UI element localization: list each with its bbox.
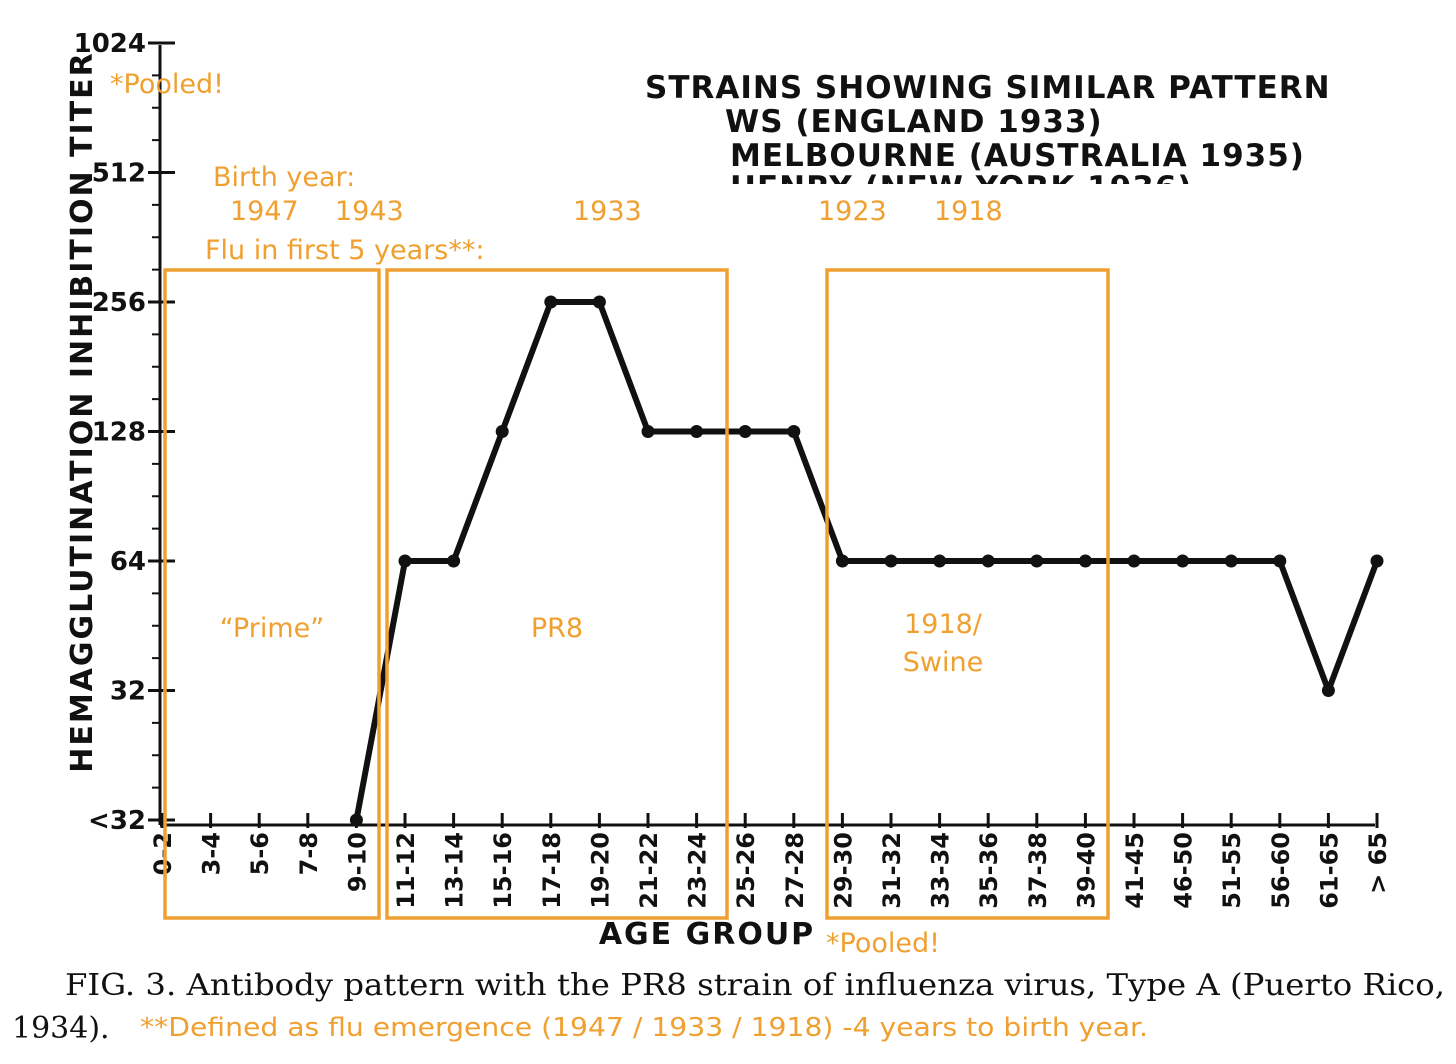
data-point <box>495 425 509 438</box>
footnote: **Defined as flu emergence (1947 / 1933 … <box>140 1013 1148 1043</box>
data-point <box>1127 554 1141 568</box>
x-tick-label: 56-60 <box>1267 832 1295 909</box>
data-point <box>1078 554 1092 568</box>
y-tick-label: 256 <box>92 288 146 318</box>
data-point <box>544 295 558 309</box>
strain-line-3: HENRY (NEW YORK 1936) <box>730 170 1193 206</box>
data-point <box>592 295 606 309</box>
pooled-note-bottom: *Pooled! <box>826 928 940 959</box>
x-tick-label: 11-12 <box>392 832 420 909</box>
data-point <box>349 813 363 827</box>
x-tick-label: 61-65 <box>1315 832 1343 909</box>
flu-first-5-years-label: Flu in first 5 years**: <box>205 235 484 266</box>
pooled-note-top: *Pooled! <box>110 69 224 100</box>
y-tick-label: 128 <box>92 418 146 448</box>
strains-title: STRAINS SHOWING SIMILAR PATTERN <box>645 70 1331 106</box>
y-tick-label: 512 <box>92 159 146 189</box>
x-tick-label: 19-20 <box>586 832 614 909</box>
birth-year-1933: 1933 <box>573 196 642 227</box>
data-point <box>641 425 655 438</box>
x-axis-title: AGE GROUP <box>599 917 815 952</box>
data-point <box>447 554 461 568</box>
data-point <box>835 554 849 568</box>
data-point <box>1273 554 1287 568</box>
x-tick-label: 33-34 <box>927 832 955 909</box>
prime-box <box>163 268 381 920</box>
birth-year-label: Birth year: <box>213 162 355 193</box>
strain-line-2: MELBOURNE (AUSTRALIA 1935) <box>730 138 1305 174</box>
x-tick-label: 41-45 <box>1121 832 1149 909</box>
x-tick-label: 23-24 <box>684 832 712 909</box>
x-tick-label: 39-40 <box>1072 832 1100 909</box>
figure-caption-line1: FIG. 3. Antibody pattern with the PR8 st… <box>65 968 1445 1003</box>
figure-caption-line2: 1934). <box>12 1011 110 1046</box>
x-tick-label: 15-16 <box>489 832 517 909</box>
data-point <box>1176 554 1190 568</box>
x-tick-label: 0-2 <box>149 832 177 875</box>
birth-year-1943: 1943 <box>335 196 404 227</box>
strains-legend: STRAINS SHOWING SIMILAR PATTERN WS (ENGL… <box>645 70 1331 206</box>
x-tick-label: 37-38 <box>1024 832 1052 909</box>
x-tick-label: 25-26 <box>732 832 760 909</box>
birth-year-1918: 1918 <box>934 196 1003 227</box>
pr8-box <box>385 268 729 920</box>
data-point <box>1224 554 1238 568</box>
x-tick-label: 21-22 <box>635 832 663 909</box>
data-point <box>1321 684 1335 697</box>
x-tick-label: 3-4 <box>198 832 226 875</box>
swine-box-label-line1: 1918/ <box>904 609 983 640</box>
prime-box-label: “Prime” <box>220 613 324 644</box>
data-point <box>1370 554 1384 568</box>
y-tick-label: 1024 <box>74 29 146 59</box>
series-line <box>353 299 1380 821</box>
strain-line-1: WS (ENGLAND 1933) <box>725 104 1103 140</box>
data-point <box>1030 554 1044 568</box>
x-ticks: 0-2 3-4 5-6 7-8 9-10 11-12 13-14 15-16 17-18 19-2… <box>149 813 1392 909</box>
data-point <box>884 554 898 568</box>
y-tick-label: 32 <box>110 677 146 707</box>
x-tick-label: 46-50 <box>1170 832 1198 909</box>
x-tick-label: 35-36 <box>975 832 1003 909</box>
birth-year-1923: 1923 <box>818 196 887 227</box>
x-tick-label: 29-30 <box>829 832 857 909</box>
x-tick-label: > 65 <box>1364 832 1392 894</box>
x-tick-label: 27-28 <box>781 832 809 909</box>
y-axis-title: HEMAGGLUTINATION INHIBITION TITER <box>65 51 100 773</box>
data-point <box>398 554 412 568</box>
birth-year-1947: 1947 <box>230 196 299 227</box>
x-tick-label: 31-32 <box>878 832 906 909</box>
x-tick-label: 9-10 <box>343 832 371 892</box>
data-point <box>738 425 752 438</box>
x-tick-label: 13-14 <box>441 832 469 909</box>
data-points <box>349 295 1384 827</box>
data-point <box>981 554 995 568</box>
x-tick-label: 51-55 <box>1218 832 1246 909</box>
x-tick-label: 17-18 <box>538 832 566 909</box>
y-ticks: <32 32 64 128 256 512 1024 <box>74 29 175 836</box>
x-tick-label: 5-6 <box>246 832 274 875</box>
y-tick-label: 64 <box>110 547 146 577</box>
pr8-box-label: PR8 <box>531 613 583 644</box>
data-point <box>933 554 947 568</box>
swine-box <box>825 268 1110 920</box>
swine-box-label-line2: Swine <box>903 647 983 678</box>
data-point <box>690 425 704 438</box>
data-point <box>787 425 801 438</box>
x-tick-label: 7-8 <box>295 832 323 875</box>
y-tick-label: <32 <box>88 806 146 836</box>
